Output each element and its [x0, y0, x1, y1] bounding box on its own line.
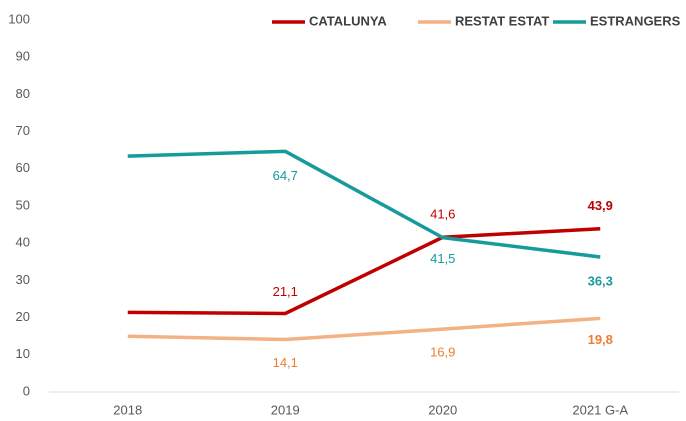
- data-label: 43,9: [588, 198, 613, 213]
- y-tick-label: 20: [16, 309, 30, 324]
- x-tick-label: 2021 G-A: [572, 402, 628, 417]
- y-tick-label: 40: [16, 235, 30, 250]
- data-label: 36,3: [588, 273, 613, 288]
- y-tick-label: 10: [16, 346, 30, 361]
- series-line: [127, 226, 601, 316]
- x-tick-label: 2018: [113, 402, 142, 417]
- data-label: 21,1: [273, 284, 298, 299]
- series-line: [127, 316, 601, 342]
- y-tick-label: 100: [8, 11, 30, 26]
- legend-label: RESTAT ESTAT: [455, 13, 549, 28]
- data-label: 14,1: [273, 355, 298, 370]
- legend-label: CATALUNYA: [309, 13, 387, 28]
- series-line: [127, 149, 601, 259]
- legend-label: ESTRANGERS: [590, 13, 681, 28]
- data-label: 19,8: [588, 332, 613, 347]
- y-tick-label: 60: [16, 160, 30, 175]
- y-tick-label: 90: [16, 49, 30, 64]
- y-tick-label: 30: [16, 272, 30, 287]
- y-tick-label: 70: [16, 123, 30, 138]
- x-tick-label: 2020: [428, 402, 457, 417]
- y-tick-label: 80: [16, 86, 30, 101]
- data-label: 41,6: [430, 207, 455, 222]
- data-label: 64,7: [273, 168, 298, 183]
- x-tick-label: 2019: [271, 402, 300, 417]
- data-label: 16,9: [430, 345, 455, 360]
- y-tick-label: 50: [16, 197, 30, 212]
- data-label: 41,5: [430, 251, 455, 266]
- y-tick-label: 0: [23, 383, 30, 398]
